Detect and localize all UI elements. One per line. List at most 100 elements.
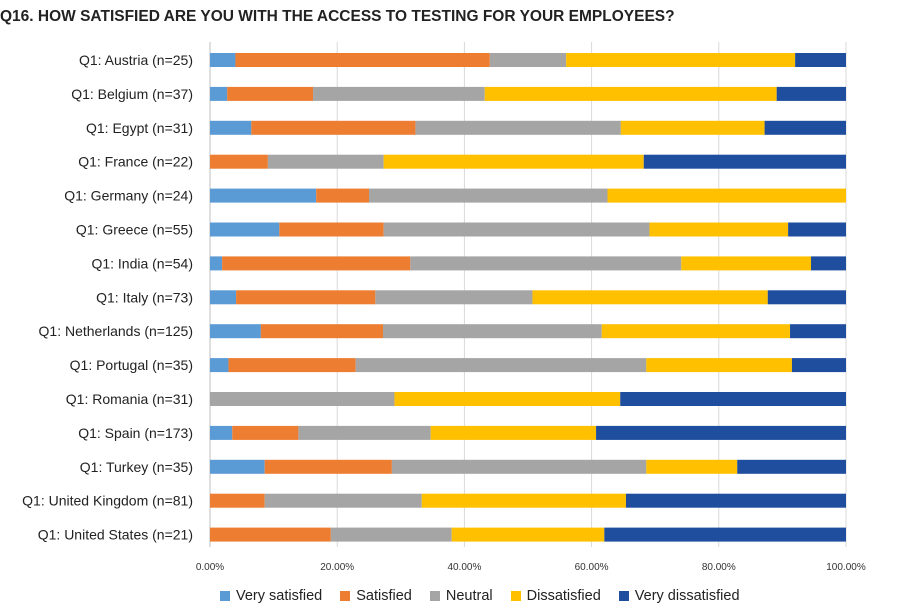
bar-segment <box>415 120 621 135</box>
bar-segment <box>330 527 452 542</box>
bar-segment <box>383 154 644 169</box>
category-label: Q1: Romania (n=31) <box>66 391 193 407</box>
bar-segment <box>251 120 416 135</box>
bar-segment <box>811 256 846 271</box>
bar-segment <box>264 459 392 474</box>
category-label: Q1: United States (n=21) <box>38 527 193 543</box>
bar-segment <box>375 290 533 305</box>
legend-swatch <box>340 591 351 601</box>
bar-segment <box>484 86 777 101</box>
category-label: Q1: Turkey (n=35) <box>80 459 193 475</box>
legend-item: Neutral <box>429 588 493 604</box>
bar-segment <box>369 188 608 203</box>
bar-segment <box>210 493 265 508</box>
bar-segment <box>681 256 812 271</box>
bar-segment <box>210 425 233 440</box>
bar-segment <box>228 358 356 373</box>
bar-segment <box>596 425 846 440</box>
bar-segment <box>210 188 317 203</box>
bar-segment <box>410 256 682 271</box>
legend-item: Very dissatisfied <box>618 588 740 604</box>
bar-segment <box>383 222 650 237</box>
bar-segment <box>210 86 228 101</box>
x-tick-label: 20.00% <box>320 562 354 573</box>
category-label: Q1: Spain (n=173) <box>78 425 193 441</box>
bar-segment <box>767 290 846 305</box>
legend-label: Neutral <box>445 588 493 604</box>
legend-item: Satisfied <box>340 588 412 604</box>
bar-segment <box>601 324 791 339</box>
legend-label: Dissatisfied <box>526 588 601 604</box>
bar-segment <box>227 86 314 101</box>
bar-segment <box>451 527 605 542</box>
bar-segment <box>604 527 846 542</box>
bar-segment <box>313 86 485 101</box>
category-label: Q1: United Kingdom (n=81) <box>22 493 193 509</box>
bar-segment <box>430 425 597 440</box>
category-label: Q1: Netherlands (n=125) <box>39 323 193 339</box>
bar-segment <box>625 493 846 508</box>
bar-segment <box>391 459 647 474</box>
bar-segment <box>267 154 384 169</box>
legend-item: Dissatisfied <box>510 588 601 604</box>
x-tick-label: 80.00% <box>702 562 736 573</box>
bar-segment <box>394 392 621 406</box>
category-label: Q1: France (n=22) <box>78 154 193 170</box>
bar-segment <box>421 493 626 508</box>
x-tick-label: 0.00% <box>196 562 224 573</box>
legend-swatch <box>618 591 629 601</box>
category-label: Q1: Greece (n=55) <box>76 222 193 238</box>
bar-segment <box>232 425 299 440</box>
bar-segment <box>210 154 268 169</box>
bar-segment <box>210 120 252 135</box>
bar-segment <box>620 120 765 135</box>
bar-segment <box>355 358 647 373</box>
legend-swatch <box>429 591 440 601</box>
bar-segment <box>620 392 846 406</box>
chart-title: Q16. HOW SATISFIED ARE YOU WITH THE ACCE… <box>0 8 675 25</box>
bar-segment <box>788 222 846 237</box>
x-tick-label: 40.00% <box>447 562 481 573</box>
bar-segment <box>260 324 383 339</box>
bar-segment <box>790 324 846 339</box>
category-label: Q1: Austria (n=25) <box>79 52 193 68</box>
bar-segment <box>279 222 384 237</box>
bar-segment <box>210 358 229 373</box>
category-label: Q1: Italy (n=73) <box>96 289 193 305</box>
bar-segment <box>210 222 280 237</box>
bar-segment <box>737 459 846 474</box>
bar-segment <box>532 290 768 305</box>
category-label: Q1: Belgium (n=37) <box>71 86 193 102</box>
x-tick-label: 60.00% <box>575 562 609 573</box>
bar-segment <box>489 53 567 67</box>
category-label: Q1: Portugal (n=35) <box>70 357 193 373</box>
legend-item: Very satisfied <box>220 588 322 604</box>
bar-segment <box>566 53 796 67</box>
bar-segment <box>607 188 846 203</box>
bar-segment <box>646 459 738 474</box>
bar-segment <box>776 86 846 101</box>
bar-segment <box>791 358 846 373</box>
category-label: Q1: Egypt (n=31) <box>86 120 193 136</box>
bar-segment <box>298 425 431 440</box>
bar-segment <box>236 290 376 305</box>
bar-segment <box>649 222 789 237</box>
chart-legend: Very satisfied Satisfied Neutral Dissatisfi… <box>220 588 758 604</box>
category-label: Q1: India (n=54) <box>91 255 193 271</box>
legend-swatch <box>510 591 521 601</box>
bar-segment <box>646 358 792 373</box>
bar-segment <box>382 324 602 339</box>
bar-segment <box>210 290 237 305</box>
bar-segment <box>210 527 331 542</box>
legend-label: Satisfied <box>356 588 412 604</box>
bar-segment <box>316 188 369 203</box>
legend-label: Very satisfied <box>236 588 323 604</box>
bar-segment <box>210 392 395 406</box>
legend-label: Very dissatisfied <box>634 588 740 604</box>
bar-segment <box>210 459 265 474</box>
category-label: Q1: Germany (n=24) <box>64 188 193 204</box>
bar-segment <box>210 324 261 339</box>
bar-segment <box>264 493 422 508</box>
bar-segment <box>222 256 411 271</box>
